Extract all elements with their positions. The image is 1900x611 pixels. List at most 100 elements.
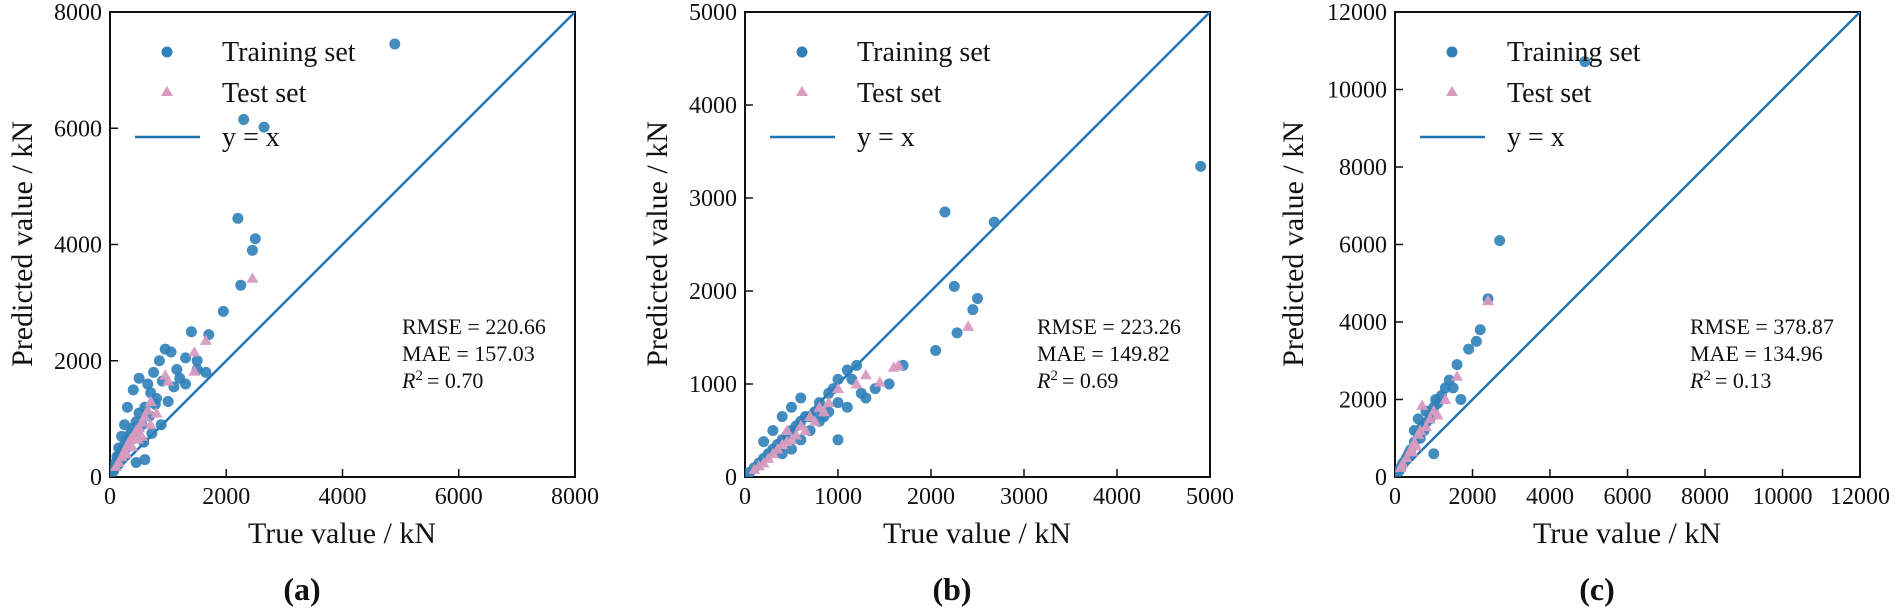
test-point [962, 320, 975, 331]
test-point [1451, 370, 1463, 381]
training-point [823, 387, 835, 399]
legend-line-label: y = x [857, 122, 915, 153]
x-tick-label: 8000 [551, 484, 599, 510]
training-point [883, 378, 895, 390]
training-point [967, 304, 979, 316]
training-point [153, 355, 165, 367]
training-point [1451, 359, 1463, 371]
r2-text: R2 = 0.69 [1036, 368, 1118, 393]
y-tick-label: 6000 [54, 116, 102, 142]
x-tick-label: 2000 [202, 484, 250, 510]
x-axis-label: True value / kN [248, 517, 436, 550]
test-point [818, 405, 831, 417]
legend-line-label: y = x [1507, 122, 1565, 153]
test-point [1416, 399, 1429, 410]
r2-value: = 0.13 [1715, 368, 1771, 393]
legend-training-marker [796, 46, 808, 58]
training-point [180, 352, 192, 364]
test-point [832, 382, 844, 394]
test-point [1420, 420, 1432, 432]
test-point [1395, 461, 1407, 472]
test-point [120, 447, 133, 459]
x-tick-label: 6000 [1604, 484, 1652, 510]
test-point [110, 460, 122, 472]
training-point [795, 392, 807, 404]
test-point [1482, 294, 1494, 306]
y-tick-label: 1000 [689, 372, 737, 398]
training-point [119, 419, 131, 431]
training-point [832, 434, 844, 446]
y-axis-label: Predicted value / kN [641, 121, 674, 367]
r2-text: R2 = 0.13 [1689, 368, 1771, 393]
panel-label: (c) [1579, 571, 1615, 607]
rmse-text: RMSE = 223.26 [1037, 314, 1181, 339]
training-point [1463, 343, 1475, 355]
legend-test-label: Test set [1507, 78, 1592, 109]
y-axis-label: Predicted value / kN [1277, 121, 1310, 367]
test-point [850, 378, 863, 389]
training-point [171, 363, 183, 375]
training-point [121, 401, 133, 413]
legend-test-marker [1446, 86, 1458, 96]
test-point [126, 440, 139, 452]
training-point [1474, 324, 1486, 336]
x-tick-label: 5000 [1186, 484, 1234, 510]
y-tick-label: 12000 [1327, 0, 1387, 26]
tick-labels: 0 2000 4000 6000 8000 0 2000 4000 6000 8000 [54, 0, 599, 510]
test-point [144, 418, 157, 430]
y-tick-label: 4000 [689, 93, 737, 119]
r2-value: = 0.69 [1062, 368, 1118, 393]
training-point [1412, 413, 1424, 425]
legend: Training set Test set y = x [135, 37, 356, 153]
rmse-text: RMSE = 220.66 [402, 314, 546, 339]
tick-labels: 0 2000 4000 6000 8000 10000 12000 0 2000 4000 6000… [1327, 0, 1890, 510]
legend: Training set Test set y = x [1420, 37, 1641, 153]
x-tick-label: 4000 [1526, 484, 1574, 510]
legend-training-marker [1446, 46, 1458, 58]
training-point [1455, 394, 1467, 405]
training-point [1428, 448, 1440, 460]
x-tick-label: 10000 [1753, 484, 1813, 510]
training-point [930, 345, 942, 357]
legend-training-label: Training set [1507, 37, 1641, 68]
y-tick-label: 2000 [54, 349, 102, 375]
training-point [155, 419, 167, 431]
reference-line-y-equals-x [1395, 12, 1860, 477]
metrics-box: RMSE = 378.87 MAE = 134.96 R2 = 0.13 [1689, 314, 1834, 393]
x-axis-label: True value / kN [883, 517, 1071, 550]
training-point [127, 384, 139, 396]
training-point [180, 378, 192, 390]
test-point [822, 396, 835, 408]
training-point [238, 114, 250, 126]
training-point [988, 216, 1000, 228]
training-point [217, 305, 229, 317]
training-point [767, 425, 779, 436]
training-point [232, 212, 244, 224]
mae-text: MAE = 134.96 [1690, 341, 1823, 366]
test-point [1431, 409, 1444, 420]
test-point [162, 375, 175, 386]
panel-label: (b) [932, 571, 971, 607]
training-point [776, 411, 788, 423]
training-point [841, 364, 853, 376]
y-tick-label: 8000 [54, 0, 102, 26]
x-axis-label: True value / kN [1533, 517, 1721, 550]
legend-test-marker [161, 86, 173, 96]
training-point [162, 395, 174, 407]
test-point [199, 334, 212, 345]
training-point [200, 366, 212, 378]
metrics-box: RMSE = 220.66 MAE = 157.03 R2 = 0.70 [401, 314, 546, 393]
r2-text: R2 = 0.70 [401, 368, 483, 393]
training-point [185, 326, 197, 338]
training-point [1447, 382, 1459, 394]
y-tick-label: 0 [90, 465, 102, 491]
training-point [1494, 235, 1506, 247]
test-point [794, 419, 807, 431]
test-point [246, 272, 259, 283]
test-point [780, 424, 793, 435]
x-tick-label: 3000 [1000, 484, 1048, 510]
training-point [133, 372, 145, 384]
test-point [131, 433, 144, 444]
training-point [851, 359, 863, 371]
